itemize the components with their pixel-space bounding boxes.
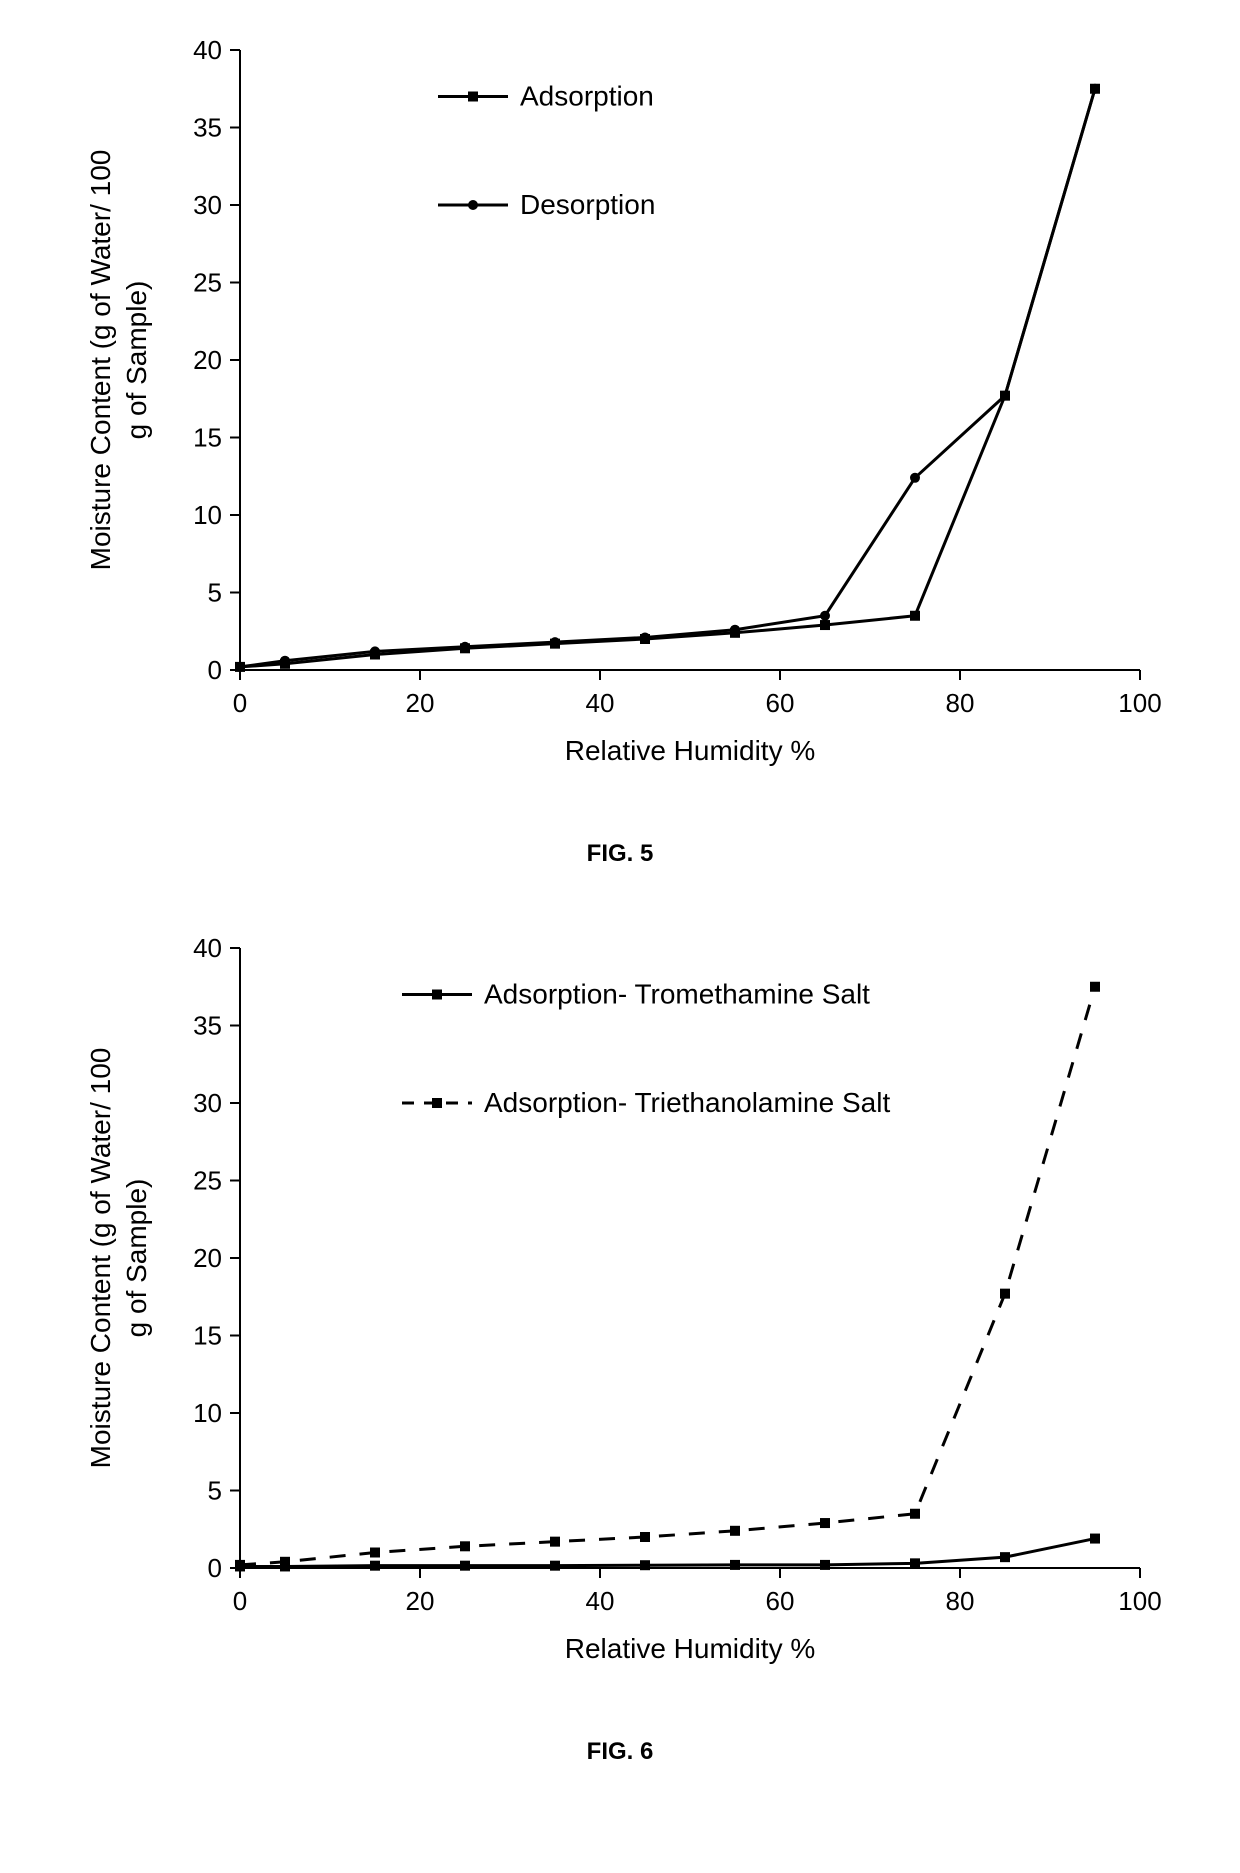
svg-text:0: 0 (233, 688, 247, 718)
svg-text:20: 20 (193, 1243, 222, 1273)
svg-text:40: 40 (586, 1586, 615, 1616)
svg-text:25: 25 (193, 268, 222, 298)
svg-text:10: 10 (193, 500, 222, 530)
figure-5-chart: 0 20 40 60 80 100 0 5 10 15 20 25 30 35 40 Relative Hum… (70, 30, 1170, 790)
svg-text:40: 40 (586, 688, 615, 718)
svg-text:Adsorption: Adsorption (520, 81, 654, 112)
svg-text:30: 30 (193, 190, 222, 220)
svg-text:10: 10 (193, 1398, 222, 1428)
svg-text:80: 80 (946, 1586, 975, 1616)
svg-text:5: 5 (208, 578, 222, 608)
svg-text:100: 100 (1118, 688, 1161, 718)
svg-text:40: 40 (193, 35, 222, 65)
svg-text:g of Sample): g of Sample) (121, 281, 152, 440)
svg-text:Adsorption- Tromethamine Salt: Adsorption- Tromethamine Salt (484, 979, 870, 1010)
svg-text:Relative Humidity %: Relative Humidity % (565, 735, 816, 766)
svg-text:15: 15 (193, 423, 222, 453)
chart-svg-fig6: 0 20 40 60 80 100 0 5 10 15 20 25 30 35 40 Relative Hum… (70, 928, 1180, 1688)
figure-6-caption: FIG. 6 (70, 1738, 1170, 1766)
svg-text:Desorption: Desorption (520, 189, 655, 220)
svg-text:80: 80 (946, 688, 975, 718)
svg-text:0: 0 (233, 1586, 247, 1616)
svg-text:60: 60 (766, 1586, 795, 1616)
chart-svg-fig5: 0 20 40 60 80 100 0 5 10 15 20 25 30 35 40 Relative Hum… (70, 30, 1180, 790)
svg-text:15: 15 (193, 1321, 222, 1351)
svg-text:25: 25 (193, 1166, 222, 1196)
figure-6-container: 0 20 40 60 80 100 0 5 10 15 20 25 30 35 40 Relative Hum… (70, 928, 1170, 1766)
figure-5-caption: FIG. 5 (70, 840, 1170, 868)
svg-text:Moisture Content (g of Water/: Moisture Content (g of Water/ 100 (85, 150, 116, 571)
svg-text:20: 20 (406, 1586, 435, 1616)
svg-text:Moisture Content (g of Water/: Moisture Content (g of Water/ 100 (85, 1048, 116, 1469)
svg-text:0: 0 (208, 655, 222, 685)
svg-text:100: 100 (1118, 1586, 1161, 1616)
svg-text:g of Sample): g of Sample) (121, 1179, 152, 1338)
svg-text:20: 20 (406, 688, 435, 718)
svg-text:5: 5 (208, 1476, 222, 1506)
svg-text:35: 35 (193, 1011, 222, 1041)
svg-text:Adsorption- Triethanolamine S: Adsorption- Triethanolamine Salt (484, 1087, 890, 1118)
svg-text:40: 40 (193, 933, 222, 963)
figure-6-chart: 0 20 40 60 80 100 0 5 10 15 20 25 30 35 40 Relative Hum… (70, 928, 1170, 1688)
svg-text:Relative Humidity %: Relative Humidity % (565, 1633, 816, 1664)
svg-text:30: 30 (193, 1088, 222, 1118)
svg-text:0: 0 (208, 1553, 222, 1583)
svg-text:20: 20 (193, 345, 222, 375)
figure-5-container: 0 20 40 60 80 100 0 5 10 15 20 25 30 35 40 Relative Hum… (70, 30, 1170, 868)
svg-text:35: 35 (193, 113, 222, 143)
svg-text:60: 60 (766, 688, 795, 718)
